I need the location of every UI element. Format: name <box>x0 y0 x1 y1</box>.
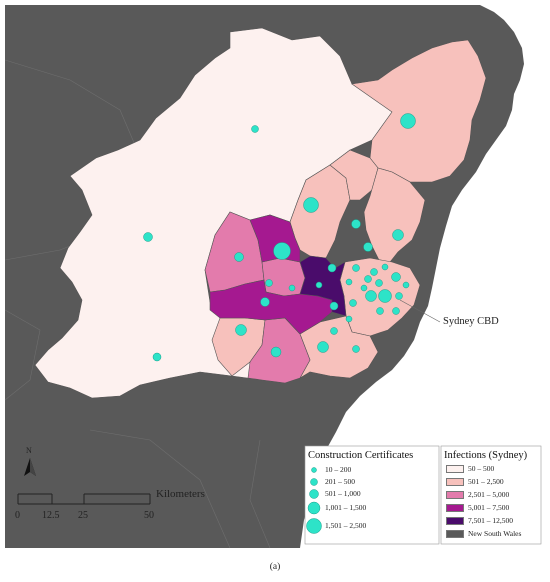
legend-cc-item: 501 – 1,000 <box>325 489 361 498</box>
bubble <box>273 242 291 260</box>
legend-cc-item: 201 – 500 <box>325 477 355 486</box>
bubble <box>235 324 247 336</box>
cbd-callout-line <box>399 299 441 323</box>
bubble <box>395 292 403 300</box>
bubble <box>365 290 377 302</box>
bubble <box>392 229 404 241</box>
scalebar-tick-25: 25 <box>78 510 88 521</box>
bubble <box>152 352 162 362</box>
bubble <box>381 263 389 271</box>
scalebar-unit-label: Kilometers <box>156 488 205 500</box>
bubble <box>251 125 259 133</box>
figure-caption: (a) <box>269 562 281 572</box>
legend-inf-item: 7,501 – 12,500 <box>468 516 513 525</box>
legend-cc-item: 1,001 – 1,500 <box>325 503 367 512</box>
region-coastal-pink <box>363 167 426 263</box>
bubbles <box>143 113 416 362</box>
legend-inf-swatch <box>446 517 464 525</box>
bubble <box>330 327 338 335</box>
bubble <box>345 315 353 323</box>
bubble <box>327 263 337 273</box>
bubble <box>260 297 270 307</box>
legend-cc-symbols <box>306 467 322 534</box>
legend-inf-item: 2,501 – 5,000 <box>468 490 510 499</box>
legend-inf-swatch <box>446 491 464 499</box>
scalebar-tick-50: 50 <box>144 510 154 521</box>
bubble <box>363 242 373 252</box>
legend-cc-item: 1,501 – 2,500 <box>325 521 367 530</box>
legend-inf-item: 501 – 2,500 <box>468 477 504 486</box>
bubble <box>352 345 360 353</box>
legend-inf-swatch <box>446 465 464 473</box>
bubble <box>391 272 401 282</box>
bubble <box>352 264 360 272</box>
bubble <box>234 252 244 262</box>
bubble <box>378 289 392 303</box>
bubble <box>400 113 416 129</box>
legend-inf-item: 50 – 500 <box>468 464 495 473</box>
legend-inf-item: 5,001 – 7,500 <box>468 503 510 512</box>
north-label: N <box>26 446 32 455</box>
bubble <box>351 219 361 229</box>
bubble <box>288 284 296 292</box>
legend-inf-item: New South Wales <box>468 529 522 538</box>
legend-inf-swatch <box>446 478 464 486</box>
bubble <box>370 268 378 276</box>
bubble <box>345 278 353 286</box>
legend-inf-swatch <box>446 530 464 538</box>
legend-cc-item: 10 – 200 <box>325 465 352 474</box>
bubble <box>349 299 357 307</box>
bubble <box>143 232 153 242</box>
bubble <box>392 307 400 315</box>
bubble <box>375 279 383 287</box>
ocean <box>300 5 545 548</box>
bubble <box>402 281 410 289</box>
bubble <box>265 279 273 287</box>
legend-inf-title: Infections (Sydney) <box>444 450 528 461</box>
legend-cc-title: Construction Certificates <box>308 450 414 461</box>
bubble <box>317 341 329 353</box>
bubble <box>364 275 372 283</box>
scalebar <box>17 493 151 505</box>
region-central-magenta <box>261 257 306 297</box>
legend-cc-box <box>304 445 440 545</box>
sydney-cbd-label: Sydney CBD <box>443 316 499 327</box>
bubble <box>329 301 339 311</box>
bubble <box>315 281 323 289</box>
bubble <box>376 307 384 315</box>
scalebar-tick-12-5: 12.5 <box>42 510 60 521</box>
bubble <box>360 284 368 292</box>
bubble <box>270 346 282 358</box>
north-arrow-icon <box>24 458 36 476</box>
scalebar-tick-0: 0 <box>15 510 20 521</box>
bubble <box>303 197 319 213</box>
legend-inf-swatch <box>446 504 464 512</box>
